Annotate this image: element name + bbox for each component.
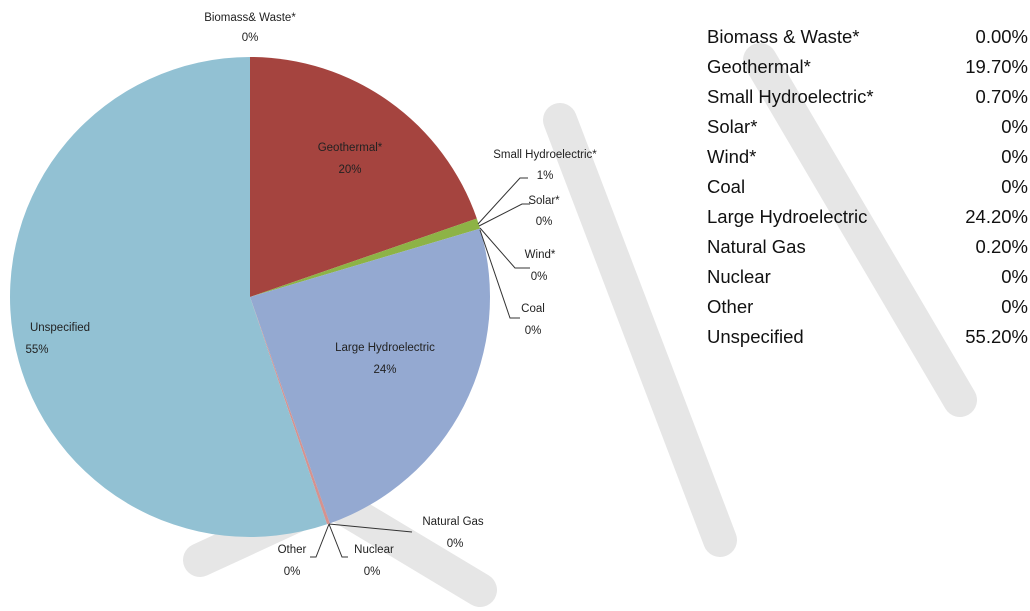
leader-line xyxy=(477,177,528,225)
table-row: Coal 0% xyxy=(703,168,1030,198)
slice-value-label: 55% xyxy=(25,344,48,356)
source-name: Coal xyxy=(707,176,746,197)
source-percent: 0% xyxy=(1001,176,1028,197)
leader-line xyxy=(479,229,520,319)
slice-value-label: 0% xyxy=(525,325,542,337)
slice-labels: Biomass& Waste* 0% Geothermal* 20% Small Hyd… xyxy=(25,12,597,578)
table-row: Biomass & Waste* 0.00% xyxy=(703,18,1030,48)
slice-name: Large Hydroelectric xyxy=(335,342,435,354)
pie-slice xyxy=(250,228,491,524)
slice-value-label: 0% xyxy=(364,566,381,578)
slice-value-label: 0% xyxy=(536,216,553,228)
table-row: Unspecified 55.20% xyxy=(703,318,1030,348)
leader-line xyxy=(478,203,530,227)
slice-value-label: 0% xyxy=(447,538,464,550)
leader-line xyxy=(479,227,530,269)
slice-name: Solar* xyxy=(528,195,560,207)
slice-value-label: 24% xyxy=(373,364,396,376)
leaders xyxy=(310,177,530,558)
source-name: Biomass & Waste* xyxy=(707,26,860,47)
slice-name: Small Hydroelectric* xyxy=(493,149,597,161)
source-name: Large Hydroelectric xyxy=(707,206,868,227)
slice-name: Unspecified xyxy=(30,322,90,334)
slice-value-label: 20% xyxy=(338,164,361,176)
source-percent: 0% xyxy=(1001,146,1028,167)
slice-value-label: 0% xyxy=(531,271,548,283)
table-row: Other 0% xyxy=(703,288,1030,318)
source-name: Wind* xyxy=(707,146,757,167)
source-percent: 55.20% xyxy=(965,326,1028,347)
table-row: Natural Gas 0.20% xyxy=(703,228,1030,258)
slice-name: Wind* xyxy=(525,249,556,261)
leader-line xyxy=(328,523,348,558)
slice-value-label: 0% xyxy=(242,32,259,44)
slice-name: Natural Gas xyxy=(422,516,484,528)
pie-slice xyxy=(250,218,481,297)
pie xyxy=(10,57,491,537)
source-name: Geothermal* xyxy=(707,56,811,77)
table-row: Solar* 0% xyxy=(703,108,1030,138)
source-percent: 0.00% xyxy=(975,26,1028,47)
pie-slice xyxy=(250,57,477,297)
table-row: Nuclear 0% xyxy=(703,258,1030,288)
source-percent: 0.20% xyxy=(975,236,1028,257)
slice-name: Nuclear xyxy=(354,544,394,556)
leader-line xyxy=(310,523,330,558)
source-name: Unspecified xyxy=(707,326,804,347)
source-name: Nuclear xyxy=(707,266,771,287)
source-percent: 0% xyxy=(1001,266,1028,287)
leader-line xyxy=(328,523,413,533)
source-percent: 0% xyxy=(1001,116,1028,137)
source-percent: 24.20% xyxy=(965,206,1028,227)
source-percent: 19.70% xyxy=(965,56,1028,77)
source-percent: 0.70% xyxy=(975,86,1028,107)
table-row: Large Hydroelectric 24.20% xyxy=(703,198,1030,228)
source-name: Solar* xyxy=(707,116,758,137)
table-row: Wind* 0% xyxy=(703,138,1030,168)
slice-name: Other xyxy=(278,544,307,556)
slice-value-label: 0% xyxy=(284,566,301,578)
pie-slice xyxy=(250,297,330,525)
slice-name: Coal xyxy=(521,303,545,315)
table-row: Small Hydroelectric* 0.70% xyxy=(703,78,1030,108)
data-table: Biomass & Waste* 0.00% Geothermal* 19.70% Sm… xyxy=(703,18,1030,348)
source-name: Other xyxy=(707,296,754,317)
source-name: Small Hydroelectric* xyxy=(707,86,874,107)
table-row: Geothermal* 19.70% xyxy=(703,48,1030,78)
source-name: Natural Gas xyxy=(707,236,806,257)
source-percent: 0% xyxy=(1001,296,1028,317)
slice-value-label: 1% xyxy=(537,170,554,182)
slice-name: Biomass& Waste* xyxy=(204,12,296,24)
slice-name: Geothermal* xyxy=(318,142,383,154)
pie-slice xyxy=(10,57,328,537)
